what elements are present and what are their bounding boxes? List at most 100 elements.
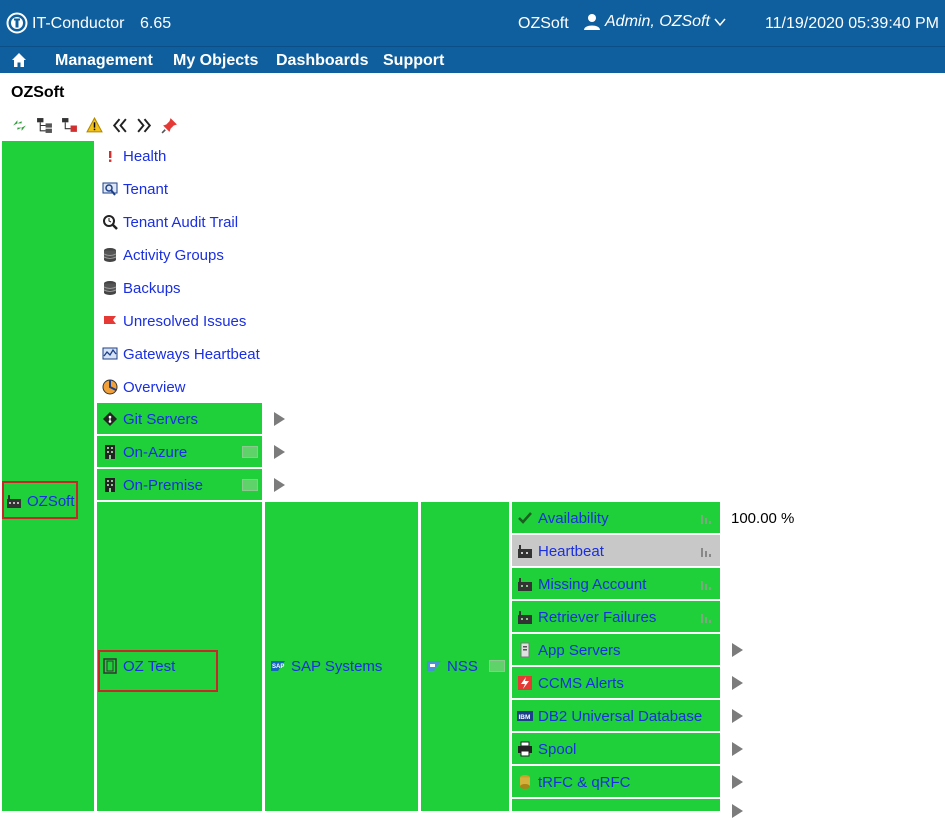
tree-item-unresolved-issues[interactable]: Unresolved Issues bbox=[102, 306, 246, 336]
building-icon bbox=[105, 445, 115, 459]
collapse-icon bbox=[112, 118, 127, 132]
tree-group-git-servers-link[interactable]: Git Servers bbox=[102, 404, 198, 434]
metric-heartbeat[interactable]: Heartbeat bbox=[517, 536, 604, 566]
collapse-all-button[interactable] bbox=[109, 116, 129, 134]
top-bar: IT-Conductor 6.65 OZSoft Admin, OZSoft 1… bbox=[0, 0, 945, 46]
tree-filter-button[interactable] bbox=[59, 116, 79, 134]
expand-trfc-qrfc-arrow[interactable] bbox=[732, 775, 743, 789]
expand-db2-arrow[interactable] bbox=[732, 709, 743, 723]
metric-db2-universal-database[interactable]: IBM DB2 Universal Database bbox=[517, 701, 702, 731]
queue-database-icon bbox=[520, 775, 530, 789]
expand-all-button[interactable] bbox=[134, 116, 154, 134]
exclamation-icon bbox=[109, 151, 112, 162]
metric-spool[interactable]: Spool bbox=[517, 734, 576, 764]
refresh-icon bbox=[12, 119, 26, 131]
red-flag-icon bbox=[104, 316, 116, 324]
tree-item-activity-groups[interactable]: Activity Groups bbox=[102, 240, 224, 270]
gateway-status-icon bbox=[242, 479, 258, 491]
oz-test-label: OZ Test bbox=[123, 657, 176, 675]
expand-on-azure-arrow[interactable] bbox=[274, 445, 285, 459]
tree-item-label: Tenant Audit Trail bbox=[123, 213, 239, 231]
factory-icon bbox=[518, 611, 532, 624]
nss-label: NSS bbox=[447, 657, 478, 675]
pin-button[interactable] bbox=[159, 116, 179, 134]
server-datetime: 11/19/2020 05:39:40 PM bbox=[764, 15, 939, 32]
expand-git-servers-arrow[interactable] bbox=[274, 412, 285, 426]
highlight-box-root bbox=[2, 481, 78, 519]
tree-node-nss-link[interactable]: NSS bbox=[426, 651, 478, 681]
metric-retriever-failures[interactable]: Retriever Failures bbox=[517, 602, 656, 632]
metric-app-servers[interactable]: App Servers bbox=[517, 635, 621, 665]
printer-icon bbox=[518, 741, 532, 757]
metric-label: Retriever Failures bbox=[538, 608, 657, 626]
overview-icon bbox=[102, 379, 118, 395]
checkmark-icon bbox=[518, 512, 532, 524]
bar-chart-icon[interactable] bbox=[700, 545, 714, 557]
sap-icon: SAP bbox=[271, 661, 285, 671]
bar-chart-icon[interactable] bbox=[700, 578, 714, 590]
tree-item-label: Activity Groups bbox=[123, 246, 224, 264]
page-title: OZSoft bbox=[11, 84, 65, 101]
tree-item-tenant[interactable]: Tenant bbox=[102, 174, 168, 204]
tree-item-label: Tenant bbox=[123, 180, 169, 198]
metric-heartbeat-cell bbox=[512, 535, 720, 566]
metric-label: Missing Account bbox=[538, 575, 647, 593]
ibm-icon: IBM bbox=[517, 711, 533, 721]
tree-item-tenant-audit-trail[interactable]: Tenant Audit Trail bbox=[102, 207, 238, 237]
root-label: OZSoft bbox=[27, 492, 75, 510]
menu-dashboards[interactable]: Dashboards bbox=[276, 52, 369, 69]
tree-group-on-premise-link[interactable]: On-Premise bbox=[102, 470, 203, 500]
tree-item-health[interactable]: Health bbox=[102, 141, 166, 171]
tree-group-on-azure-link[interactable]: On-Azure bbox=[102, 437, 187, 467]
tree-view-button[interactable] bbox=[34, 116, 54, 134]
user-menu[interactable]: Admin, OZSoft bbox=[583, 13, 726, 31]
pin-icon bbox=[160, 117, 177, 134]
metric-ccms-alerts-cell bbox=[512, 667, 720, 698]
metric-availability[interactable]: Availability bbox=[517, 503, 609, 533]
monitor-chart-icon bbox=[102, 347, 118, 360]
tree-node-oz-test-link[interactable]: OZ Test bbox=[102, 651, 175, 681]
metric-trfc-qrfc[interactable]: tRFC & qRFC bbox=[517, 767, 631, 797]
menu-support[interactable]: Support bbox=[383, 52, 445, 69]
metric-missing-account[interactable]: Missing Account bbox=[517, 569, 646, 599]
bar-chart-icon[interactable] bbox=[700, 512, 714, 524]
warnings-button[interactable] bbox=[84, 116, 104, 134]
tree-item-label: On-Premise bbox=[123, 476, 204, 494]
tree-node-root bbox=[2, 141, 94, 811]
metric-label: tRFC & qRFC bbox=[538, 773, 631, 791]
tree-item-gateways-heartbeat[interactable]: Gateways Heartbeat bbox=[102, 339, 260, 369]
app-name[interactable]: IT-Conductor bbox=[32, 15, 125, 32]
tree-item-label: Health bbox=[123, 147, 167, 165]
tree-group-on-azure bbox=[97, 436, 262, 467]
availability-value: 100.00 % bbox=[731, 510, 795, 527]
server-icon bbox=[520, 642, 530, 658]
expand-on-premise-arrow[interactable] bbox=[274, 478, 285, 492]
menu-my-objects[interactable]: My Objects bbox=[173, 52, 259, 69]
factory-icon bbox=[7, 495, 21, 508]
expand-spool-arrow[interactable] bbox=[732, 742, 743, 756]
refresh-button[interactable] bbox=[9, 116, 29, 134]
metric-spool-cell bbox=[512, 733, 720, 764]
expand-next-arrow[interactable] bbox=[732, 804, 743, 818]
tree-item-overview[interactable]: Overview bbox=[102, 372, 186, 402]
expand-app-servers-arrow[interactable] bbox=[732, 643, 743, 657]
tree-node-sap-systems-link[interactable]: SAP SAP Systems bbox=[270, 651, 382, 681]
git-icon bbox=[103, 412, 117, 426]
metric-label: Availability bbox=[538, 509, 609, 527]
tree-group-git-servers bbox=[97, 403, 262, 434]
metric-trfc-qrfc-cell bbox=[512, 766, 720, 797]
bar-chart-icon[interactable] bbox=[700, 611, 714, 623]
tree-node-root-link[interactable]: OZSoft bbox=[6, 486, 75, 516]
expand-ccms-alerts-arrow[interactable] bbox=[732, 676, 743, 690]
metric-label: CCMS Alerts bbox=[538, 674, 624, 692]
database-icon bbox=[103, 281, 117, 295]
metric-ccms-alerts[interactable]: CCMS Alerts bbox=[517, 668, 624, 698]
tree-item-backups[interactable]: Backups bbox=[102, 273, 181, 303]
expand-icon bbox=[136, 118, 151, 132]
metric-label: Spool bbox=[538, 740, 577, 758]
home-icon[interactable] bbox=[11, 52, 27, 68]
user-name: Admin, OZSoft bbox=[605, 13, 710, 30]
it-conductor-logo-icon[interactable] bbox=[6, 12, 28, 34]
menu-management[interactable]: Management bbox=[55, 52, 153, 69]
factory-icon bbox=[518, 578, 532, 591]
